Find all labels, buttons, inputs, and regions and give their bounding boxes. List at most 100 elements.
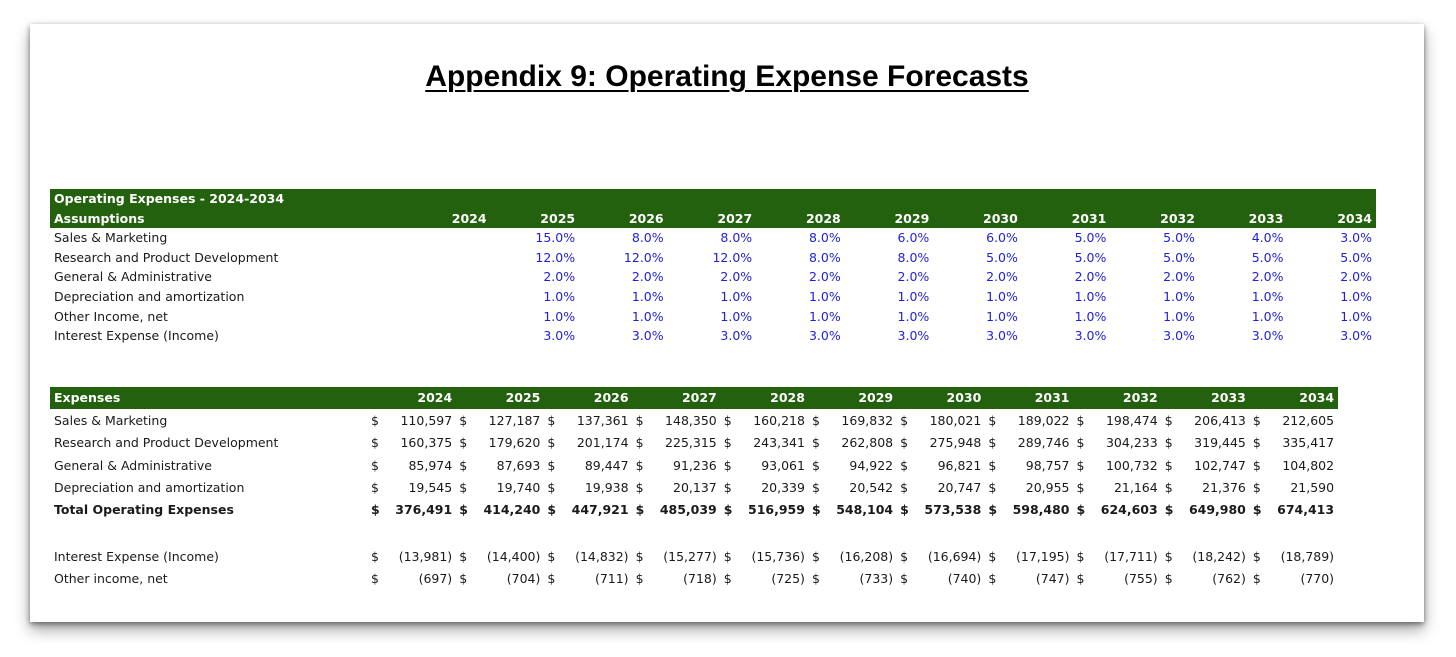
expense-row: Other income, net $ (697) $ (704) $ (711) $ (718… [50,568,1338,590]
expense-cell: (711) [594,571,629,586]
expense-cell: 89,447 [584,457,629,473]
assumption-cell: 8.0% [808,249,841,265]
row-label: Other income, net [54,571,168,586]
expense-cell: 19,740 [496,479,541,495]
currency-symbol: $ [1076,548,1085,564]
assumption-cell: 6.0% [986,230,1018,246]
row-label: Interest Expense (Income) [54,548,219,564]
assumption-row: Research and Product Development 12.0% 12.… [50,248,1376,268]
expense-cell: (14,400) [486,548,541,564]
assumption-row: Other Income, net 1.0% 1.0% 1.0% 1.0% 1.0% 1.0… [50,307,1376,327]
expense-cell: (14,832) [575,548,629,564]
currency-symbol: $ [900,412,909,428]
currency-symbol: $ [1164,412,1173,428]
assumption-cell: 1.0% [1251,288,1284,304]
currency-symbol: $ [811,571,820,586]
expense-cell: 104,802 [1282,457,1335,473]
assumption-cell: 3.0% [986,328,1018,344]
year-header: 2026 [558,387,633,410]
currency-symbol: $ [371,435,379,451]
expense-cell: 160,375 [400,435,453,451]
currency-symbol: $ [723,457,732,473]
row-label: Depreciation and amortization [54,479,245,495]
assumption-cell: 3.0% [543,328,576,344]
currency-symbol: $ [635,457,644,473]
expense-cell: 87,693 [496,457,541,473]
row-label: General & Administrative [54,457,212,473]
expense-cell: (18,242) [1192,548,1246,564]
expense-cell: 20,542 [849,479,894,495]
currency-symbol: $ [811,457,820,473]
currency-symbol: $ [635,479,644,495]
currency-symbol: $ [811,435,820,451]
assumption-cell: 3.0% [1251,328,1284,344]
assumption-cell: 1.0% [720,288,753,304]
expense-cell: 85,974 [408,457,453,473]
row-label: Research and Product Development [54,249,279,265]
expense-cell: (17,711) [1104,548,1158,564]
expense-cell: 137,361 [576,412,629,428]
expense-cell: 180,021 [929,412,982,428]
expense-cell: (725) [771,571,805,586]
expense-cell: (718) [683,571,717,586]
currency-symbol: $ [1252,548,1261,564]
currency-symbol: $ [988,548,997,564]
currency-symbol: $ [459,571,468,586]
expense-cell: 100,732 [1105,457,1158,473]
expense-cell: (18,789) [1280,548,1335,564]
currency-symbol: $ [1164,548,1173,564]
currency-symbol: $ [723,412,732,428]
page-title: Appendix 9: Operating Expense Forecasts [425,60,1029,93]
currency-symbol: $ [459,548,468,564]
header-fill [402,189,1377,209]
expense-cell: 275,948 [929,435,982,451]
header-fill [897,387,912,410]
header-fill [456,387,471,410]
expense-cell: 573,538 [924,502,982,518]
header-fill [1161,387,1176,410]
expense-cell: 243,341 [753,435,805,451]
expense-cell: 127,187 [488,412,541,428]
currency-symbol: $ [900,548,909,564]
assumption-cell: 15.0% [535,230,576,246]
assumption-cell: 3.0% [1074,328,1107,344]
assumption-cell: 8.0% [808,230,841,246]
expense-cell: 169,832 [841,412,894,428]
assumption-cell: 2.0% [986,269,1018,285]
expense-cell: (13,981) [398,548,453,564]
assumption-cell: 4.0% [1251,230,1284,246]
expense-cell: 376,491 [395,502,453,518]
assumption-cell: 1.0% [1251,308,1284,324]
currency-symbol: $ [1252,412,1261,428]
expense-cell: (15,736) [751,548,805,564]
assumption-cell: 3.0% [720,328,753,344]
currency-symbol: $ [988,457,997,473]
row-label: Interest Expense (Income) [54,328,219,344]
currency-symbol: $ [1164,435,1173,451]
year-header: 2028 [756,208,845,229]
assumptions-table: Operating Expenses - 2024-2034 Assumption… [50,189,1377,346]
currency-symbol: $ [371,571,379,586]
expense-cell: 102,747 [1194,457,1246,473]
assumptions-section-title: Operating Expenses - 2024-2034 [50,189,402,209]
expense-cell: 21,376 [1202,479,1246,495]
currency-symbol: $ [1164,479,1173,495]
currency-symbol: $ [1252,479,1261,495]
assumption-cell [402,326,491,346]
currency-symbol: $ [900,479,909,495]
expense-cell: (733) [859,571,894,586]
currency-symbol: $ [547,502,557,518]
currency-symbol: $ [547,479,556,495]
currency-symbol: $ [459,502,468,518]
assumption-cell: 3.0% [808,328,841,344]
expenses-section-title: Expenses [50,387,368,410]
currency-symbol: $ [635,412,644,428]
currency-symbol: $ [1252,502,1262,518]
expense-cell: 189,022 [1017,412,1070,428]
expense-cell: 624,603 [1100,502,1158,518]
assumption-cell: 1.0% [1340,288,1373,304]
assumption-cell: 1.0% [543,288,576,304]
assumption-cell [402,267,491,287]
expense-row: General & Administrative $85,974 $87,693 $8… [50,454,1338,476]
year-header: 2034 [1263,387,1339,410]
